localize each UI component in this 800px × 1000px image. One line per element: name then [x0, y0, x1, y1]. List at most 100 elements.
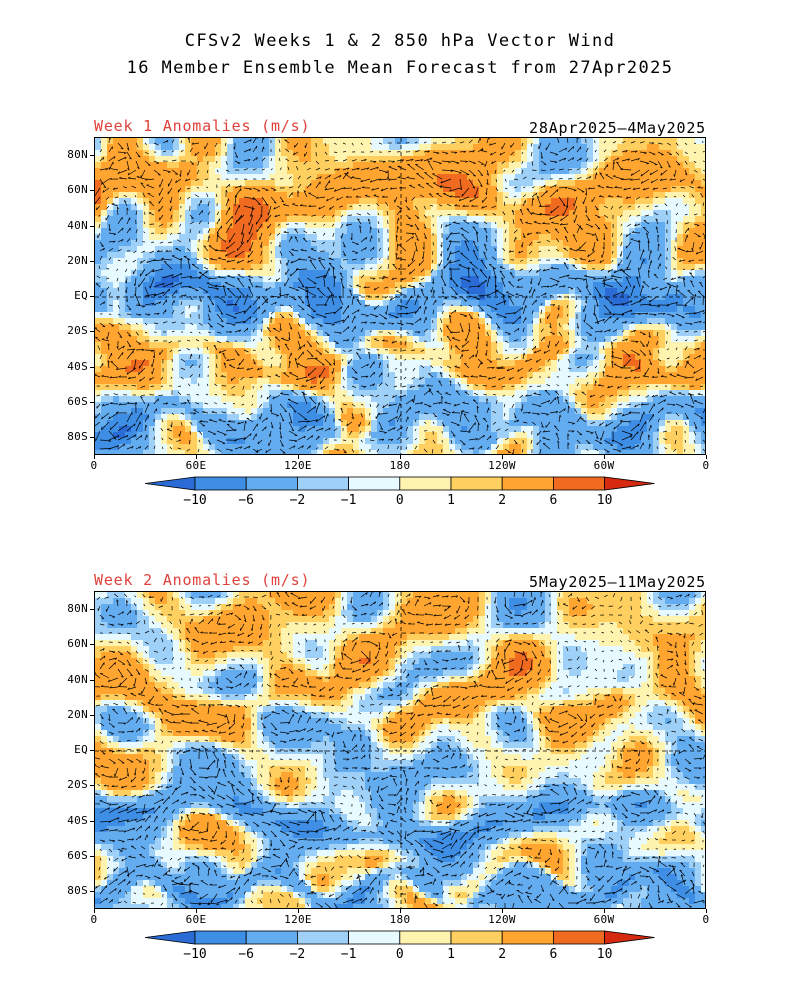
colorbar-label: −10 [183, 947, 207, 962]
figure-subtitle: 16 Member Ensemble Mean Forecast from 27… [126, 58, 674, 78]
lat-tick [90, 260, 94, 262]
colorbar-segment [604, 476, 655, 491]
lat-tick-label: 20S [67, 778, 88, 792]
lon-tick [400, 909, 401, 913]
lat-tick [90, 155, 94, 156]
lon-tick [94, 909, 95, 913]
lat-tick [90, 785, 94, 787]
colorbar-segment [245, 476, 298, 491]
colorbar-label: 0 [395, 493, 404, 508]
lon-tick [298, 909, 299, 913]
lon-tick [706, 909, 707, 913]
lat-tick-label: 20N [67, 253, 88, 267]
colorbar-segment [144, 930, 196, 945]
colorbar-week2: −10 −6 −2 −1 0 1 2 6 10 [0, 929, 800, 969]
lon-tick-label: 120E [284, 913, 312, 926]
colorbar-label: 1 [447, 493, 455, 508]
lat-tick-label: 60N [67, 637, 88, 651]
colorbar-segment [399, 930, 452, 945]
colorbar-label: −2 [289, 947, 306, 962]
colorbar-scale [144, 476, 655, 491]
colorbar-segment [245, 930, 298, 945]
lon-tick-label: 120W [488, 913, 516, 926]
colorbar-week1: −10 −6 −2 −1 0 1 2 6 10 [0, 475, 800, 515]
lat-tick-label: 80N [67, 602, 88, 615]
colorbar-segment [296, 930, 349, 945]
colorbar-label: 2 [498, 947, 507, 962]
lon-tick-label: 0 [702, 913, 710, 926]
colorbar-label: 10 [596, 947, 613, 962]
date-range-week1: 28Apr2025—4May2025 [529, 119, 706, 137]
lat-tick-label: 40S [67, 359, 88, 373]
lon-tick-label: 0 [90, 913, 98, 926]
lon-tick [400, 455, 401, 459]
colorbar-segment [450, 476, 503, 491]
colorbar-label: −1 [340, 493, 357, 508]
wind-anomaly-field-week1 [95, 138, 705, 454]
wind-anomaly-field-week2 [95, 592, 705, 908]
lat-tick [90, 714, 94, 716]
colorbar-segment [604, 930, 655, 945]
lat-tick-label: 40N [67, 672, 88, 686]
lat-tick [90, 331, 94, 333]
lat-tick [90, 609, 94, 610]
lat-tick-label: 80N [67, 148, 88, 161]
lat-tick [90, 891, 94, 892]
lat-tick [90, 820, 94, 822]
lon-tick [502, 909, 503, 913]
colorbar-segment [501, 930, 554, 945]
lon-tick-label: 120E [284, 459, 312, 472]
map-week1 [94, 137, 706, 455]
lon-tick [196, 909, 197, 913]
colorbar-label: 0 [395, 947, 404, 962]
lat-tick-label: 60S [67, 394, 88, 408]
lon-tick-label: 180 [389, 459, 411, 472]
lon-tick-label: 60W [593, 459, 615, 472]
lat-tick-label: 40S [67, 813, 88, 827]
colorbar-segment [399, 476, 452, 491]
colorbar-segment [348, 476, 401, 491]
lon-tick-label: 60E [185, 459, 207, 472]
colorbar-label: −10 [183, 493, 207, 508]
map-week2 [94, 591, 706, 909]
colorbar-segment [450, 930, 503, 945]
colorbar-label: −2 [289, 493, 306, 508]
lon-tick-label: 180 [389, 913, 411, 926]
lon-tick [706, 455, 707, 459]
colorbar-label: 2 [498, 493, 507, 508]
lat-tick [90, 750, 94, 751]
colorbar-segment [553, 930, 606, 945]
lon-tick-label: 60E [185, 913, 207, 926]
lat-tick [90, 437, 94, 438]
colorbar-segment [348, 930, 401, 945]
panel-title-week1: Week 1 Anomalies (m/s) [94, 117, 311, 135]
wind-vectors [95, 592, 705, 908]
lon-tick [604, 909, 605, 913]
lon-tick [298, 455, 299, 459]
colorbar-segment [501, 476, 554, 491]
colorbar-segment [194, 930, 247, 945]
lat-tick-label: EQ [74, 289, 88, 302]
lat-tick [90, 401, 94, 403]
colorbar-label: 6 [549, 493, 558, 508]
colorbar-segment [296, 476, 349, 491]
figure-title: CFSv2 Weeks 1 & 2 850 hPa Vector Wind [184, 31, 616, 51]
lat-tick-label: EQ [74, 743, 88, 756]
lat-tick [90, 679, 94, 681]
colorbar-label: 10 [596, 493, 613, 508]
colorbar-label: 1 [447, 947, 455, 962]
colorbar-label: −1 [340, 947, 357, 962]
lon-tick [502, 455, 503, 459]
colorbar-label: 6 [549, 947, 558, 962]
lon-tick-label: 0 [90, 459, 98, 472]
lat-tick-label: 80S [67, 430, 88, 443]
date-range-week2: 5May2025—11May2025 [529, 573, 706, 591]
lat-tick [90, 366, 94, 368]
lat-tick-label: 80S [67, 884, 88, 897]
lat-tick [90, 296, 94, 297]
lon-tick-label: 60W [593, 913, 615, 926]
lat-tick-label: 20S [67, 324, 88, 338]
lat-tick-label: 40N [67, 218, 88, 232]
colorbar-scale [144, 930, 655, 945]
lat-tick [90, 225, 94, 227]
